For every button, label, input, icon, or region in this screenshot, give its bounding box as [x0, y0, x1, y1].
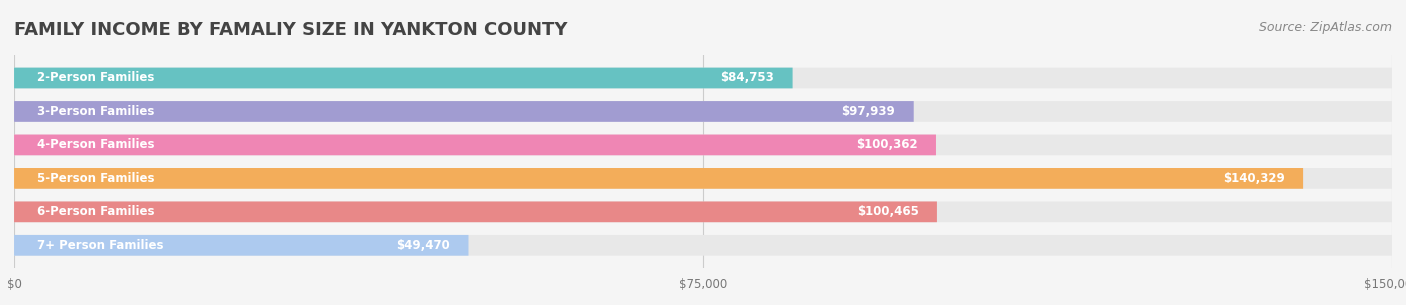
- FancyBboxPatch shape: [14, 68, 793, 88]
- Text: $100,362: $100,362: [856, 138, 918, 151]
- Text: FAMILY INCOME BY FAMALIY SIZE IN YANKTON COUNTY: FAMILY INCOME BY FAMALIY SIZE IN YANKTON…: [14, 21, 568, 39]
- Text: $140,329: $140,329: [1223, 172, 1285, 185]
- Text: $97,939: $97,939: [842, 105, 896, 118]
- FancyBboxPatch shape: [14, 135, 936, 155]
- FancyBboxPatch shape: [14, 101, 914, 122]
- Text: 5-Person Families: 5-Person Families: [37, 172, 155, 185]
- FancyBboxPatch shape: [14, 168, 1303, 189]
- FancyBboxPatch shape: [14, 202, 936, 222]
- FancyBboxPatch shape: [14, 135, 1392, 155]
- FancyBboxPatch shape: [14, 101, 1392, 122]
- Text: $49,470: $49,470: [396, 239, 450, 252]
- Text: Source: ZipAtlas.com: Source: ZipAtlas.com: [1258, 21, 1392, 34]
- FancyBboxPatch shape: [14, 202, 1392, 222]
- Text: $100,465: $100,465: [856, 205, 918, 218]
- Text: 3-Person Families: 3-Person Families: [37, 105, 155, 118]
- FancyBboxPatch shape: [14, 68, 1392, 88]
- Text: 6-Person Families: 6-Person Families: [37, 205, 155, 218]
- FancyBboxPatch shape: [14, 235, 468, 256]
- Text: 7+ Person Families: 7+ Person Families: [37, 239, 163, 252]
- Text: 2-Person Families: 2-Person Families: [37, 71, 155, 84]
- FancyBboxPatch shape: [14, 168, 1392, 189]
- Text: 4-Person Families: 4-Person Families: [37, 138, 155, 151]
- FancyBboxPatch shape: [14, 235, 1392, 256]
- Text: $84,753: $84,753: [720, 71, 775, 84]
